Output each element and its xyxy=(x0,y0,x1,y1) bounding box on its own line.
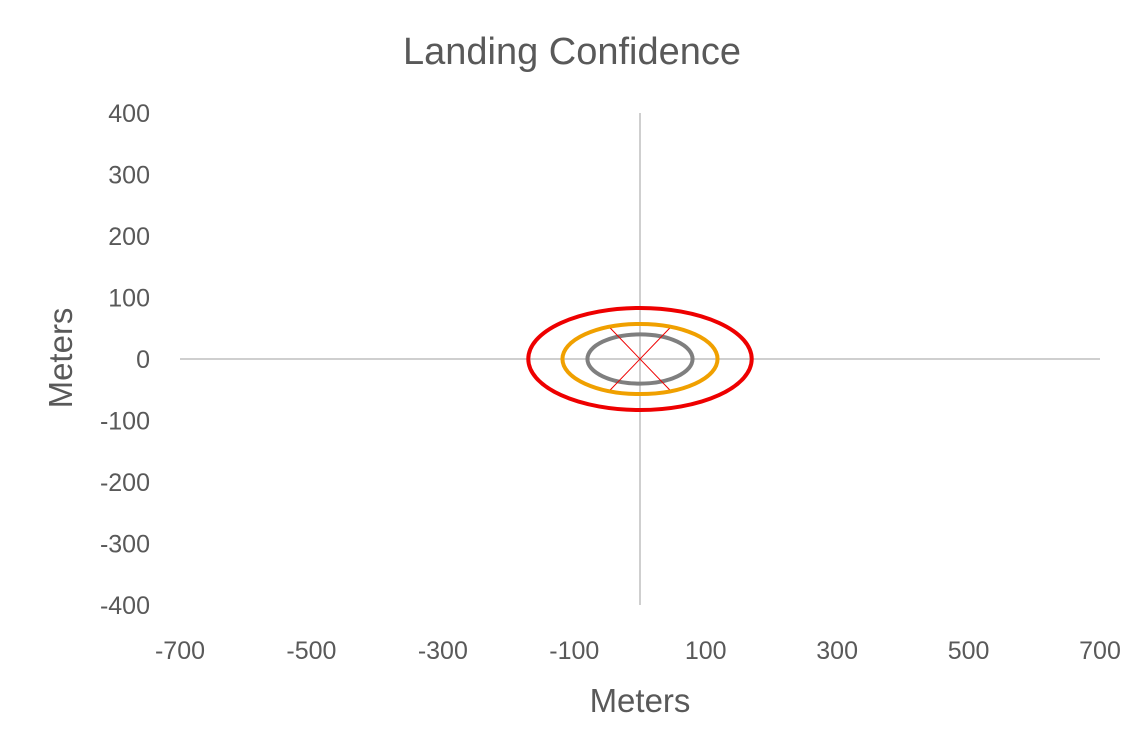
confidence-ellipse-1 xyxy=(585,332,695,386)
x-tick-label: -500 xyxy=(286,637,336,665)
y-tick-label: 0 xyxy=(136,346,150,374)
series-layer xyxy=(526,305,754,413)
y-tick-labels: 400 300 200 100 0 -100 -200 -300 -400 xyxy=(100,100,150,620)
crosshair-line-2 xyxy=(610,327,670,391)
y-tick-label: 100 xyxy=(108,285,150,313)
confidence-ellipse-2 xyxy=(560,321,720,397)
x-tick-label: 300 xyxy=(816,637,858,665)
x-tick-label: -300 xyxy=(418,637,468,665)
x-tick-label: 500 xyxy=(948,637,990,665)
y-tick-label: 400 xyxy=(108,100,150,128)
y-tick-label: 200 xyxy=(108,223,150,251)
y-tick-label: -100 xyxy=(100,408,150,436)
crosshair-marker xyxy=(610,327,670,391)
y-tick-label: -300 xyxy=(100,531,150,559)
y-axis-title: Meters xyxy=(42,308,79,409)
y-tick-label: 300 xyxy=(108,162,150,190)
y-tick-label: -400 xyxy=(100,592,150,620)
x-tick-label: -700 xyxy=(155,637,205,665)
x-tick-labels: -700 -500 -300 -100 100 300 500 700 xyxy=(155,637,1121,665)
x-tick-label: 700 xyxy=(1079,637,1121,665)
confidence-ellipse-3 xyxy=(526,305,754,413)
x-tick-label: -100 xyxy=(549,637,599,665)
chart-title: Landing Confidence xyxy=(403,31,741,73)
y-tick-label: -200 xyxy=(100,469,150,497)
x-axis-title: Meters xyxy=(590,682,691,719)
x-tick-label: 100 xyxy=(685,637,727,665)
